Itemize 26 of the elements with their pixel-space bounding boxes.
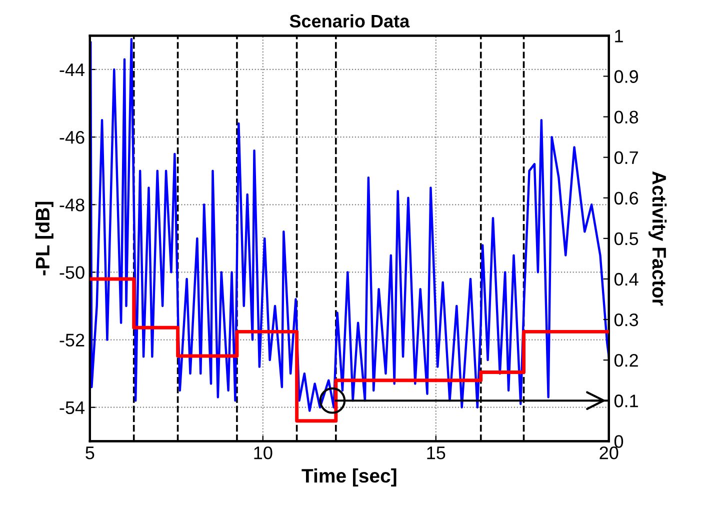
y2-tick-label: 0.2 bbox=[614, 354, 638, 367]
y-tick-label: -50 bbox=[60, 266, 84, 279]
line-series bbox=[90, 38, 609, 412]
y-tick-label: -48 bbox=[60, 198, 84, 212]
chart-title: Scenario Data bbox=[290, 14, 410, 28]
x-tick-label: 10 bbox=[254, 446, 272, 460]
x-axis-title: Time [sec] bbox=[302, 468, 396, 487]
y2-tick-label: 0.1 bbox=[614, 394, 638, 408]
y2-tick-label: 0.6 bbox=[614, 192, 638, 205]
x-tick-label: 20 bbox=[600, 446, 618, 460]
y2-tick-label: 0.7 bbox=[614, 151, 638, 164]
y2-axis-title: Activity Factor bbox=[648, 171, 667, 306]
y-tick-label: -54 bbox=[60, 401, 85, 414]
x-tick-label: 5 bbox=[86, 446, 94, 460]
y2-tick-label: 1 bbox=[615, 30, 623, 42]
y-axis-title: -PL [dB] bbox=[35, 202, 54, 276]
y2-tick-label: 0.5 bbox=[614, 232, 638, 246]
x-tick-label: 15 bbox=[427, 446, 446, 460]
y-tick-label: -46 bbox=[60, 130, 84, 144]
y2-tick-label: 0.9 bbox=[614, 70, 638, 83]
y2-tick-label: 0 bbox=[614, 435, 624, 448]
y2-tick-label: 0.3 bbox=[614, 313, 638, 326]
y-tick-label: -44 bbox=[60, 64, 85, 76]
y2-tick-label: 0.8 bbox=[614, 110, 638, 124]
y2-tick-label: 0.4 bbox=[614, 272, 638, 286]
y-tick-label: -52 bbox=[60, 334, 84, 347]
